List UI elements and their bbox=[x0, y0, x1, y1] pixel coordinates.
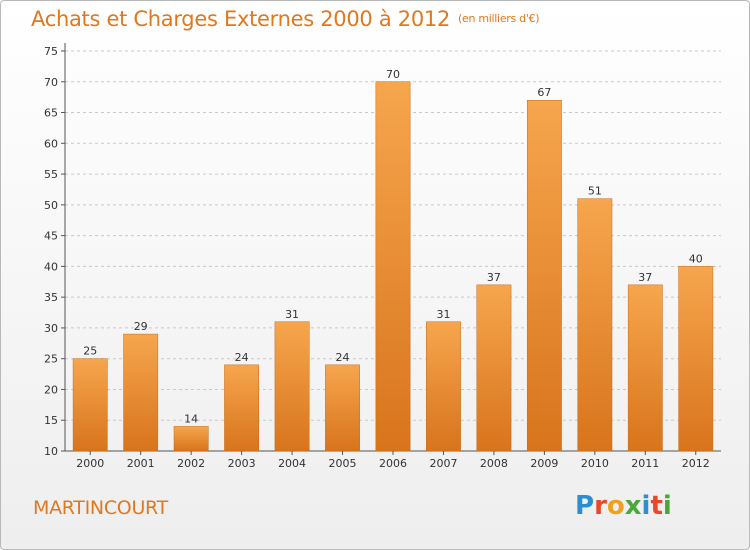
data-label-2006: 70 bbox=[386, 68, 400, 81]
x-tick-label-2009: 2009 bbox=[530, 457, 558, 470]
bars bbox=[72, 81, 714, 452]
bar-2001 bbox=[123, 333, 159, 452]
x-tick-label-2012: 2012 bbox=[682, 457, 710, 470]
y-tick-label: 75 bbox=[44, 45, 58, 58]
bar-2007 bbox=[426, 321, 461, 452]
x-tick-label-2008: 2008 bbox=[480, 457, 508, 470]
data-label-2008: 37 bbox=[487, 271, 501, 284]
bar-2008 bbox=[476, 284, 512, 452]
logo-letter: t bbox=[650, 491, 663, 521]
bar-2005 bbox=[325, 364, 360, 452]
data-labels: 25 29 14 24 31 24 70 31 37 67 51 37 40 bbox=[83, 68, 703, 426]
logo-letter: i bbox=[641, 491, 651, 521]
x-tick-label-2003: 2003 bbox=[228, 457, 256, 470]
x-tick-labels: 2000 2001 2002 2003 2004 2005 2006 2007 2008 2009… bbox=[76, 451, 710, 470]
bar-2012 bbox=[678, 266, 714, 452]
data-label-2012: 40 bbox=[689, 252, 703, 265]
y-tick-label: 30 bbox=[44, 322, 58, 335]
x-tick-label-2011: 2011 bbox=[631, 457, 659, 470]
chart-title: Achats et Charges Externes 2000 à 2012 (e… bbox=[31, 7, 540, 31]
bar-2009 bbox=[526, 99, 562, 452]
y-tick-label: 40 bbox=[44, 260, 58, 273]
y-tick-labels: 10 15 20 25 30 35 40 45 50 55 60 65 70 75 bbox=[44, 45, 58, 458]
data-label-2003: 24 bbox=[235, 351, 249, 364]
proxiti-logo[interactable]: Proxiti bbox=[575, 491, 672, 521]
bar-2000 bbox=[72, 358, 108, 452]
data-label-2000: 25 bbox=[83, 345, 97, 358]
x-tick-label-2001: 2001 bbox=[127, 457, 155, 470]
x-tick-label-2006: 2006 bbox=[379, 457, 407, 470]
y-tick-label: 65 bbox=[44, 107, 58, 120]
x-tick-label-2000: 2000 bbox=[76, 457, 104, 470]
x-tick-label-2005: 2005 bbox=[329, 457, 357, 470]
data-label-2004: 31 bbox=[285, 308, 299, 321]
y-tick-label: 25 bbox=[44, 353, 58, 366]
y-tick-label: 10 bbox=[44, 445, 58, 458]
bar-2010 bbox=[577, 198, 613, 452]
x-tick-label-2004: 2004 bbox=[278, 457, 306, 470]
logo-letter: P bbox=[575, 491, 595, 521]
y-tick-label: 15 bbox=[44, 414, 58, 427]
data-label-2001: 29 bbox=[134, 320, 148, 333]
data-label-2009: 67 bbox=[537, 86, 551, 99]
commune-name: MARTINCOURT bbox=[33, 497, 168, 519]
bar-2003 bbox=[224, 364, 260, 452]
y-tick-label: 50 bbox=[44, 199, 58, 212]
bar-2011 bbox=[627, 284, 663, 452]
data-label-2011: 37 bbox=[638, 271, 652, 284]
x-tick-label-2010: 2010 bbox=[581, 457, 609, 470]
bar-2004 bbox=[274, 321, 310, 452]
logo-letter: i bbox=[662, 491, 672, 521]
x-tick-label-2007: 2007 bbox=[429, 457, 457, 470]
data-label-2005: 24 bbox=[336, 351, 350, 364]
y-tick-label: 45 bbox=[44, 230, 58, 243]
bar-2006 bbox=[375, 81, 411, 452]
y-tick-label: 60 bbox=[44, 137, 58, 150]
y-tick-label: 70 bbox=[44, 76, 58, 89]
data-label-2007: 31 bbox=[436, 308, 450, 321]
x-tick-label-2002: 2002 bbox=[177, 457, 205, 470]
y-tick-label: 20 bbox=[44, 383, 58, 396]
logo-letter: r bbox=[594, 491, 607, 521]
y-tick-label: 55 bbox=[44, 168, 58, 181]
bar-2002 bbox=[173, 426, 209, 452]
data-label-2010: 51 bbox=[588, 185, 602, 198]
chart-title-main: Achats et Charges Externes 2000 à 2012 bbox=[31, 7, 451, 31]
chart-subtitle: (en milliers d'€) bbox=[458, 12, 540, 25]
y-tick-label: 35 bbox=[44, 291, 58, 304]
logo-letter: o bbox=[606, 491, 625, 521]
data-label-2002: 14 bbox=[184, 412, 198, 425]
logo-letter: x bbox=[624, 491, 642, 521]
